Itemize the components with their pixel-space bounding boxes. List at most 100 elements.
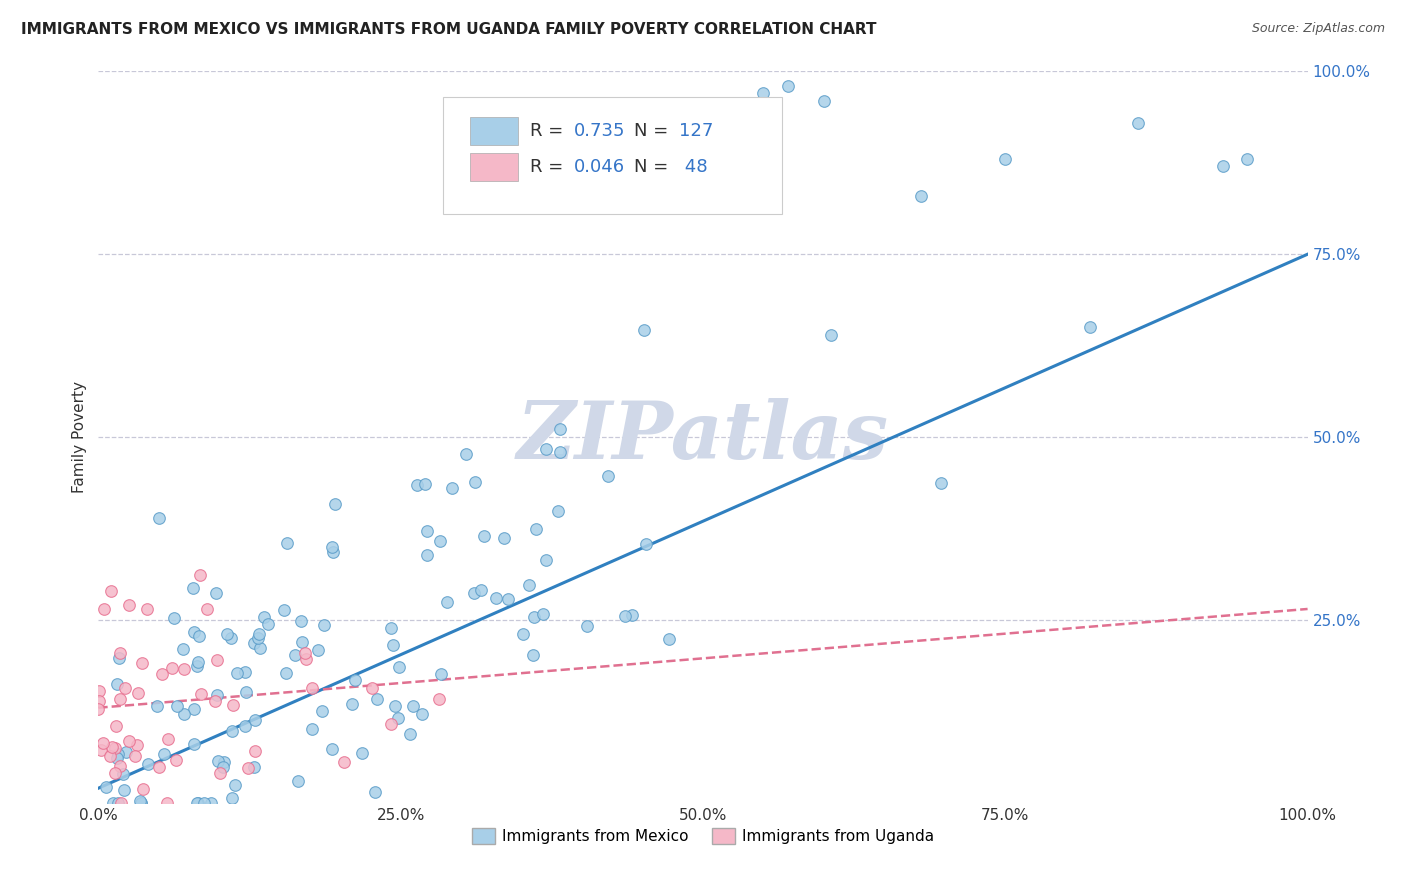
Point [301, 722, 323, 736]
Point [352, 746, 374, 760]
Point [186, 659, 208, 673]
Point [110, 759, 132, 773]
Point [160, 661, 183, 675]
Point [128, 794, 150, 808]
Point [620, 607, 643, 622]
Point [105, 751, 128, 765]
FancyBboxPatch shape [443, 97, 782, 214]
Point [233, 719, 256, 733]
Point [994, 152, 1017, 166]
Point [575, 619, 598, 633]
Point [312, 618, 335, 632]
Point [820, 328, 842, 343]
Point [472, 529, 495, 543]
Point [209, 766, 232, 780]
Point [173, 662, 195, 676]
Text: 0.046: 0.046 [574, 158, 624, 177]
Point [436, 595, 458, 609]
Point [406, 478, 429, 492]
Point [214, 756, 236, 770]
Text: ZIPatlas: ZIPatlas [517, 399, 889, 475]
Point [235, 684, 257, 698]
Text: N =: N = [634, 158, 668, 177]
Point [156, 796, 179, 810]
Text: IMMIGRANTS FROM MEXICO VS IMMIGRANTS FROM UGANDA FAMILY POVERTY CORRELATION CHAR: IMMIGRANTS FROM MEXICO VS IMMIGRANTS FRO… [21, 22, 876, 37]
Point [205, 688, 228, 702]
Point [415, 476, 437, 491]
Bar [470, 153, 517, 181]
Point [634, 537, 657, 551]
Point [548, 422, 571, 436]
Point [253, 609, 276, 624]
Y-axis label: Family Poverty: Family Poverty [72, 381, 87, 493]
Point [343, 673, 366, 688]
Point [163, 611, 186, 625]
Point [118, 599, 141, 613]
Point [910, 188, 932, 202]
Point [87, 702, 110, 716]
Point [124, 749, 146, 764]
Bar [470, 117, 517, 145]
Text: 0.735: 0.735 [574, 121, 626, 140]
Point [107, 747, 129, 761]
Point [463, 586, 485, 600]
Point [157, 732, 180, 747]
Point [226, 666, 249, 681]
Text: Source: ZipAtlas.com: Source: ZipAtlas.com [1251, 22, 1385, 36]
Point [596, 469, 619, 483]
Point [211, 760, 233, 774]
Point [427, 692, 450, 706]
Point [217, 626, 239, 640]
Point [658, 632, 681, 647]
Point [243, 636, 266, 650]
Point [107, 796, 129, 810]
Point [200, 796, 222, 810]
Point [243, 743, 266, 757]
Point [207, 754, 229, 768]
Point [101, 796, 124, 810]
Point [112, 783, 135, 797]
Point [322, 544, 344, 558]
Point [188, 568, 211, 582]
Point [291, 635, 314, 649]
Point [90, 742, 112, 756]
Text: 127: 127 [679, 121, 713, 140]
Point [153, 747, 176, 761]
Point [380, 717, 402, 731]
Point [496, 591, 519, 606]
Point [1128, 115, 1150, 129]
Point [416, 524, 439, 538]
Point [323, 497, 346, 511]
Point [247, 631, 270, 645]
Point [224, 778, 246, 792]
Point [166, 699, 188, 714]
Point [190, 687, 212, 701]
Point [89, 684, 111, 698]
Point [104, 741, 127, 756]
Point [131, 796, 153, 810]
Point [752, 87, 775, 101]
Point [129, 796, 152, 810]
Point [187, 796, 209, 810]
Text: N =: N = [634, 121, 668, 140]
Point [470, 583, 492, 598]
Point [813, 94, 835, 108]
Point [195, 602, 218, 616]
Text: R =: R = [530, 121, 564, 140]
Point [136, 756, 159, 771]
Point [221, 790, 243, 805]
Point [207, 653, 229, 667]
Point [517, 578, 540, 592]
Point [188, 629, 211, 643]
Point [108, 646, 131, 660]
Point [494, 531, 516, 545]
Point [382, 638, 405, 652]
Point [131, 657, 153, 671]
Point [107, 651, 129, 665]
Point [1078, 320, 1101, 334]
Point [284, 648, 307, 663]
Point [118, 734, 141, 748]
Point [929, 475, 952, 490]
Point [295, 652, 318, 666]
Point [273, 603, 295, 617]
